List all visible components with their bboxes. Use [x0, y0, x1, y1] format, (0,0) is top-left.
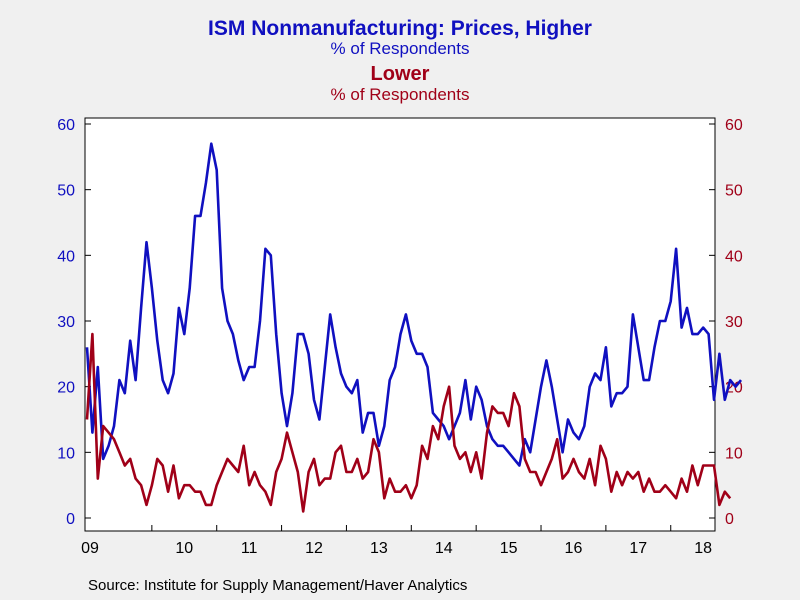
x-tick-label: 16 — [565, 540, 583, 557]
y-left-tick-label: 10 — [57, 445, 75, 462]
y-left-tick-label: 40 — [57, 248, 75, 265]
chart-title-block: ISM Nonmanufacturing: Prices, Higher % o… — [0, 18, 800, 106]
series-line-lower — [85, 332, 732, 513]
chart-subtitle-lower: % of Respondents — [330, 85, 470, 104]
x-tick-label: 18 — [694, 540, 712, 557]
plot-area — [84, 117, 716, 532]
x-tick-label: 15 — [500, 540, 518, 557]
source-note: Source: Institute for Supply Management/… — [88, 577, 468, 594]
chart-subtitle-higher: % of Respondents — [330, 39, 470, 58]
y-left-tick-label: 60 — [57, 117, 75, 134]
y-right-tick-label: 50 — [725, 183, 743, 200]
chart-title-lower: Lower — [370, 63, 430, 85]
y-left-tick-label: 30 — [57, 314, 75, 331]
x-tick-label: 13 — [370, 540, 388, 557]
y-right-tick-label: 40 — [725, 248, 743, 265]
x-tick-label: 14 — [435, 540, 453, 557]
y-left-tick-label: 20 — [57, 380, 75, 397]
series-line-higher — [85, 142, 743, 467]
x-tick-label: 10 — [175, 540, 193, 557]
y-right-tick-label: 30 — [725, 314, 743, 331]
x-tick-label: 11 — [241, 540, 258, 557]
y-right-tick-label: 60 — [725, 117, 743, 134]
y-right-tick-label: 10 — [725, 445, 743, 462]
chart-title: ISM Nonmanufacturing: Prices, Higher — [208, 17, 592, 40]
x-tick-label: 09 — [81, 540, 99, 557]
x-tick-label: 17 — [629, 540, 647, 557]
y-right-tick-label: 0 — [725, 511, 734, 528]
y-left-tick-label: 50 — [57, 183, 75, 200]
y-left-tick-label: 0 — [66, 511, 75, 528]
series-lines — [85, 142, 743, 513]
x-tick-label: 12 — [305, 540, 323, 557]
